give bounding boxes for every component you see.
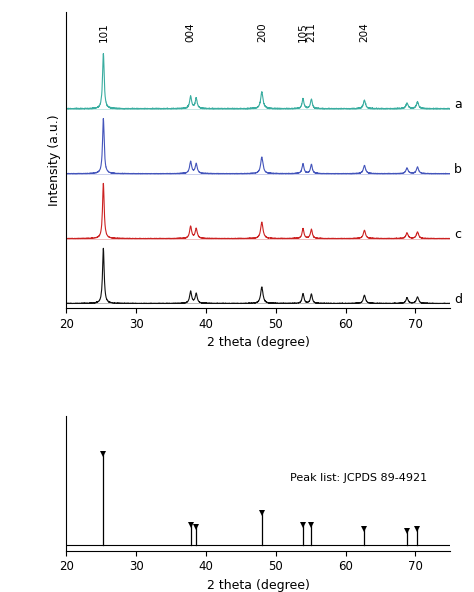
X-axis label: 2 theta (degree): 2 theta (degree) — [207, 336, 310, 349]
Text: 204: 204 — [359, 22, 369, 42]
X-axis label: 2 theta (degree): 2 theta (degree) — [207, 579, 310, 592]
Text: 101: 101 — [99, 22, 109, 42]
Text: 105: 105 — [298, 22, 308, 42]
Y-axis label: Intensity (a.u.): Intensity (a.u.) — [48, 114, 61, 206]
Text: d: d — [454, 292, 462, 305]
Text: a: a — [454, 98, 462, 111]
Text: 200: 200 — [257, 22, 267, 42]
Text: Peak list: JCPDS 89-4921: Peak list: JCPDS 89-4921 — [290, 474, 427, 484]
Text: c: c — [454, 228, 461, 241]
Text: 004: 004 — [186, 22, 196, 42]
Text: 211: 211 — [306, 22, 316, 42]
Text: b: b — [454, 163, 462, 176]
